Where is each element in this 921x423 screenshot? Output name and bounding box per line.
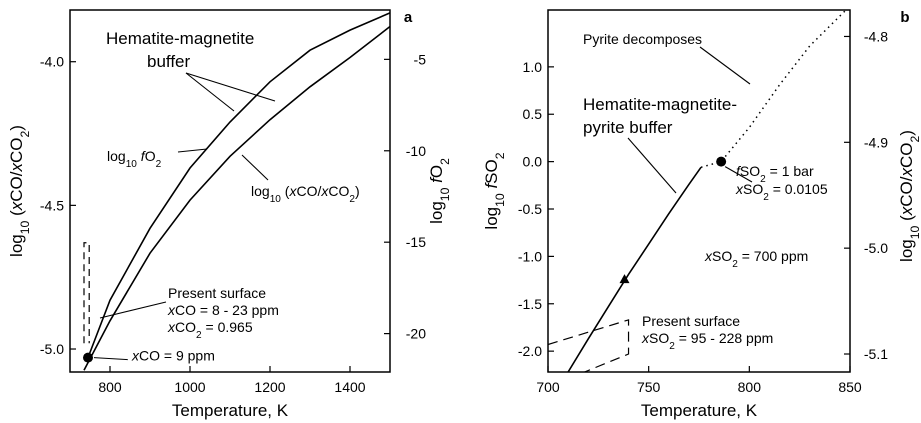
panel-b-ytick-left-label: -1.0: [518, 248, 542, 264]
panel-b-ytick-left-label: 1.0: [523, 59, 543, 75]
panel-b-ytick-right-label: -5.0: [864, 240, 888, 256]
present-surface-box-b: [548, 319, 630, 372]
panel-b-xtick-label: 800: [738, 379, 762, 395]
xso2-700ppm-label: xSO2 = 700 ppm: [704, 248, 808, 270]
panel-a-ytick-left-label: -4.5: [40, 197, 64, 213]
panel-b-ytick-left-label: -1.5: [518, 296, 542, 312]
pyrite-decomposes-label: Pyrite decomposes: [583, 31, 702, 47]
panel-b-ytick-left-label: -2.0: [518, 343, 542, 359]
panel-b-ytick-right-label: -5.1: [864, 346, 888, 362]
panel-a-frame: [69, 9, 391, 373]
buffer-label-line1: Hematite-magnetite: [106, 29, 254, 48]
panel-b-ytick-left-label: -0.5: [518, 201, 542, 217]
panel-a-ytick-left-label: -4.0: [40, 54, 64, 70]
fso2-marker-label: fSO2 = 1 bar: [736, 163, 814, 185]
panel-b-ylabel-left: log10 fSO2: [482, 152, 507, 229]
panel-b-ylabel-right: log10 (xCO/xCO2): [897, 130, 921, 262]
fo2-curve: [83, 25, 390, 371]
panel-a-ytick-right-label: -20: [406, 326, 426, 342]
pyrite-leader: [699, 46, 751, 85]
present-surface-co: xCO = 8 - 23 ppm: [167, 302, 279, 318]
present-surface-leader: [99, 301, 167, 319]
xco-marker-leader: [93, 357, 129, 361]
present-surface-b-title: Present surface: [642, 313, 740, 329]
panel-a-ytick-right-label: -15: [406, 234, 426, 250]
xco-marker-label: xCO = 9 ppm: [131, 348, 215, 364]
hmp-buffer-label-line1: Hematite-magnetite-: [583, 95, 737, 114]
buffer-leader-2: [185, 72, 276, 102]
hmp-buffer-line: [567, 166, 702, 372]
panel-b-label: b: [900, 9, 909, 26]
panel-b-ytick-right-label: -4.9: [864, 134, 888, 150]
present-surface-box: [83, 242, 90, 344]
ratio-leader: [241, 154, 269, 181]
panel-a-xtick-label: 800: [98, 379, 122, 395]
panel-b-ytick-right-label: -4.8: [864, 28, 888, 44]
panel-a-ylabel-left: log10 (xCO/xCO2): [7, 125, 32, 257]
present-surface-so2: xSO2 = 95 - 228 ppm: [641, 330, 773, 352]
pyrite-decomposes-line: [700, 10, 847, 169]
ratio-curve-label: log10 (xCO/xCO2): [251, 183, 360, 205]
fo2-curve-label: log10 fO2: [107, 148, 162, 170]
panel-a-ytick-right-label: -5: [414, 51, 427, 67]
panel-a-xtick-label: 1200: [254, 379, 285, 395]
panel-a-ytick-left-label: -5.0: [40, 341, 64, 357]
hmp-buffer-leader: [627, 137, 677, 194]
xso2-700ppm-marker: [619, 274, 630, 284]
xco-9ppm-marker: [83, 352, 93, 363]
panel-a-xtick-label: 1400: [334, 379, 365, 395]
panel-b-xtick-label: 700: [536, 379, 560, 395]
panel-b-frame: [547, 9, 851, 373]
fo2-leader: [177, 148, 208, 153]
present-surface-title: Present surface: [168, 285, 266, 301]
panel-a-xlabel: Temperature, K: [172, 401, 289, 420]
buffer-label-line2: buffer: [147, 52, 191, 71]
panel-a-label: a: [404, 9, 413, 26]
panel-a-ylabel-right: log10 fO2: [427, 158, 452, 224]
fso2-marker-leader: [724, 166, 753, 183]
panel-b-xlabel: Temperature, K: [641, 401, 758, 420]
xco-ratio-curve: [87, 12, 390, 358]
panel-b-xtick-label: 750: [637, 379, 661, 395]
panel-b-ytick-left-label: 0.0: [523, 154, 543, 170]
panel-a-ytick-right-label: -10: [406, 143, 426, 159]
buffer-leader-1: [185, 72, 235, 112]
xso2-marker-label: xSO2 = 0.0105: [735, 181, 828, 203]
panel-a-xtick-label: 1000: [174, 379, 205, 395]
hmp-buffer-label-line2: pyrite buffer: [583, 118, 673, 137]
panel-b-xtick-label: 850: [838, 379, 862, 395]
present-surface-co2: xCO2 = 0.965: [167, 319, 253, 341]
fso2-1bar-marker: [716, 156, 727, 167]
panel-b-ytick-left-label: 0.5: [523, 106, 543, 122]
